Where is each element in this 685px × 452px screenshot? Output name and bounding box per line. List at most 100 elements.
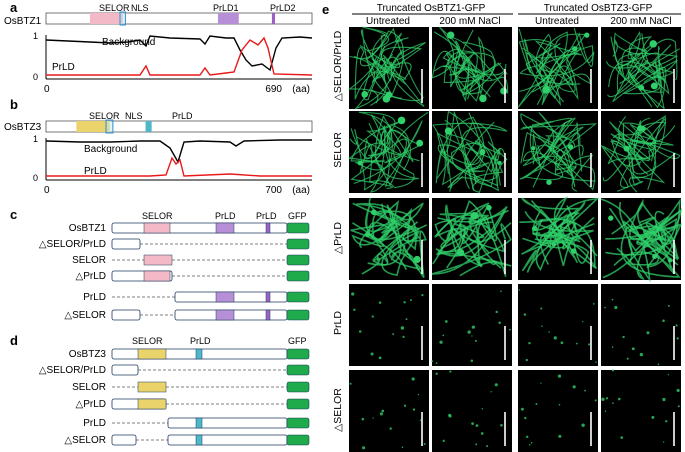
panel-e-group-header: Truncated OsBTZ3-GFP: [544, 3, 653, 14]
panel-c-selor-label: SELOR: [142, 211, 173, 221]
fluorescent-speckle: [523, 313, 527, 316]
fluorescent-nucleus: [542, 85, 551, 94]
construct-domain: [143, 254, 173, 266]
fluorescent-speckle: [470, 359, 474, 362]
fluorescent-nucleus: [623, 145, 630, 152]
fluorescent-speckle: [622, 335, 625, 339]
fluorescent-speckle: [572, 385, 576, 389]
panel-c-prld1-label: PrLD: [215, 211, 236, 221]
panel-e-row-label: SELOR: [332, 132, 344, 168]
gfp-tag: [286, 254, 310, 266]
micrograph-background: [518, 284, 598, 366]
fluorescent-nucleus: [479, 94, 487, 103]
micrograph: [600, 111, 681, 193]
panel-e-row-label: △SELOR/PrLD: [332, 30, 344, 101]
fluorescent-cell-outline: [610, 123, 657, 179]
micrograph: [347, 111, 429, 193]
domain-nls: [119, 11, 126, 26]
fluorescent-speckle: [617, 397, 621, 401]
prld-series-line: [46, 156, 312, 177]
construct-domain: [215, 222, 235, 234]
fluorescent-cell-outline: [522, 112, 576, 167]
fluorescent-speckle: [575, 342, 578, 345]
panel-d-row-label: SELOR: [72, 382, 106, 393]
panel-d-row-label: PrLD: [83, 418, 106, 429]
fluorescent-cell-outline: [527, 40, 582, 103]
fluorescent-nucleus: [479, 148, 486, 156]
micrograph-background: [432, 370, 512, 452]
domain-prld1: [217, 13, 239, 24]
micrograph: [349, 370, 429, 452]
panel-d-letter: d: [10, 333, 18, 348]
gfp-tag: [286, 238, 310, 250]
construct-domain: [195, 417, 203, 429]
fluorescent-speckle: [412, 408, 416, 411]
micrograph: [349, 284, 429, 366]
fluorescent-cell-outline: [455, 35, 496, 95]
fluorescent-nucleus: [584, 32, 590, 38]
x-tick-label: 0: [44, 84, 50, 95]
domain-selor: [89, 13, 124, 24]
micrograph: [518, 284, 598, 366]
fluorescent-speckle: [509, 328, 511, 331]
panel-d-row-label: △SELOR/PrLD: [39, 365, 106, 376]
panel-c-letter: c: [10, 207, 17, 222]
fluorescent-nucleus: [447, 31, 455, 39]
prld-series-line: [46, 36, 313, 76]
fluorescent-speckle: [417, 393, 420, 396]
panel-a-letter: a: [10, 0, 18, 15]
construct-domain: [215, 291, 235, 303]
fluorescent-speckle: [471, 325, 475, 329]
panel-e-row-label: △SELOR: [332, 388, 344, 432]
fluorescent-cell-outline: [435, 116, 485, 190]
fluorescent-speckle: [486, 445, 489, 448]
legend-prld: PrLD: [52, 62, 75, 73]
fluorescent-cell-outline: [519, 28, 595, 77]
fluorescent-cell-outline: [450, 121, 501, 186]
x-tick-label: 700: [265, 185, 282, 196]
panel-b-letter: b: [10, 97, 18, 112]
panel-e-column-header: Untreated: [366, 16, 410, 27]
fluorescent-speckle: [588, 343, 591, 346]
fluorescent-speckle: [584, 389, 586, 392]
fluorescent-speckle: [611, 346, 614, 348]
micrograph: [601, 284, 681, 366]
fluorescent-speckle: [520, 407, 524, 411]
fluorescent-speckle: [481, 408, 483, 410]
micrograph: [431, 284, 512, 366]
gfp-tag: [286, 222, 310, 234]
fluorescent-cell-outline: [526, 31, 574, 106]
fluorescent-speckle: [529, 443, 531, 446]
domain-label: SELOR: [99, 3, 130, 13]
fluorescent-speckle: [475, 424, 479, 427]
panel-e-column-header: 200 mM NaCl: [439, 16, 500, 27]
fluorescent-cell-outline: [605, 46, 663, 93]
fluorescent-nucleus: [397, 116, 406, 125]
fluorescent-cell-outline: [607, 133, 666, 193]
construct-domain: [265, 291, 271, 303]
protein-bar: [45, 120, 313, 133]
fluorescent-nucleus: [571, 46, 578, 52]
micrograph: [517, 27, 598, 109]
fluorescent-speckle: [379, 412, 383, 416]
fluorescent-cell-outline: [359, 111, 429, 189]
fluorescent-speckle: [362, 446, 366, 450]
construct-segment: [111, 222, 288, 234]
panel-c-gfp-label: GFP: [288, 211, 307, 221]
fluorescent-speckle: [475, 443, 478, 446]
panel-d-row-label: △SELOR: [64, 435, 106, 446]
gfp-tag: [286, 270, 310, 282]
panel-b: b OsBTZ3 SELOR NLS PrLD 1 00 700 (aa) Backgrou…: [4, 97, 313, 196]
fluorescent-nucleus: [608, 215, 614, 221]
fluorescent-cell-outline: [365, 27, 424, 106]
fluorescent-speckle: [525, 358, 528, 362]
panel-e: e Truncated OsBTZ1-GFP Truncated OsBTZ3-…: [322, 2, 683, 452]
fluorescent-speckle: [525, 435, 529, 439]
panel-a-protein-name: OsBTZ1: [4, 16, 42, 27]
legend-prld: PrLD: [84, 166, 107, 177]
construct-segment: [111, 364, 139, 376]
fluorescent-speckle: [494, 383, 498, 387]
fluorescent-speckle: [471, 422, 474, 425]
fluorescent-cell-outline: [354, 47, 407, 100]
panel-d-prld-label: PrLD: [190, 336, 211, 346]
